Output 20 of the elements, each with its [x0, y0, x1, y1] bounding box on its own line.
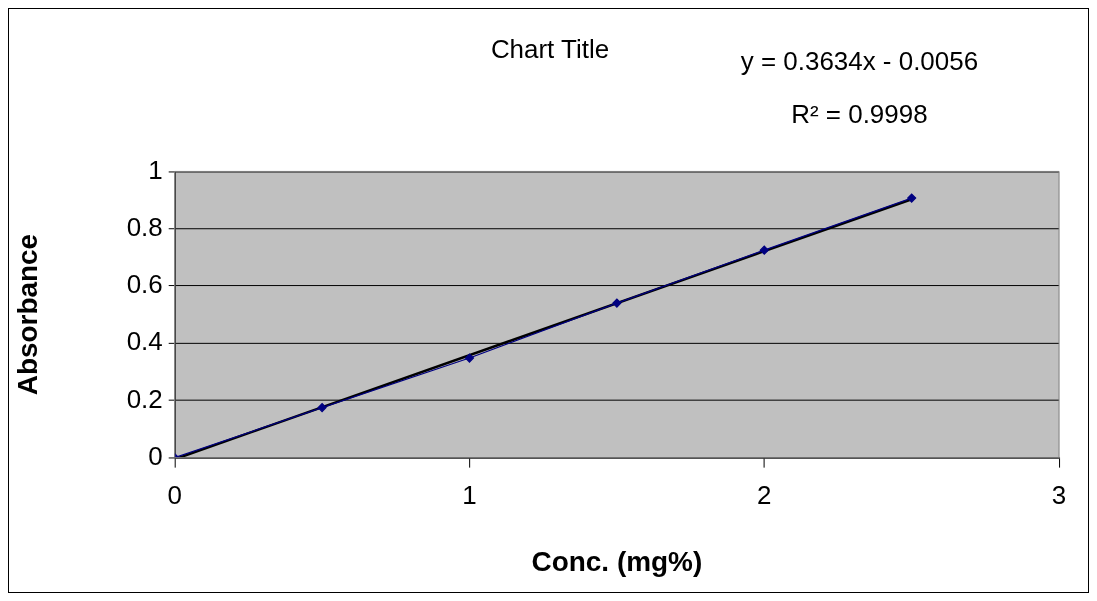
- point: [612, 298, 622, 308]
- text: R² = 0.9998: [791, 99, 928, 128]
- x-tick-label: 1: [462, 481, 477, 510]
- x-axis-title: Conc. (mg%): [531, 546, 703, 577]
- text: y = 0.3634x - 0.0056: [740, 46, 979, 75]
- y-tick-label: 1: [148, 155, 163, 184]
- chart-title: Chart Title: [490, 35, 610, 63]
- x-tick-label: 2: [757, 481, 772, 510]
- x-tick-label: 0: [167, 481, 182, 510]
- point: [317, 402, 327, 413]
- x-tick-label: 3: [1051, 481, 1067, 510]
- y-axis-title: Absorbance: [12, 233, 44, 396]
- point: [464, 353, 475, 363]
- y-tick-label: 0: [148, 441, 163, 470]
- point: [759, 245, 769, 255]
- point: [907, 193, 917, 203]
- y-tick-label: 0.6: [126, 270, 163, 299]
- y-tick-label: 0.8: [126, 212, 163, 241]
- y-tick-label: 0.4: [126, 327, 163, 356]
- y-tick-label: 0.2: [126, 384, 163, 413]
